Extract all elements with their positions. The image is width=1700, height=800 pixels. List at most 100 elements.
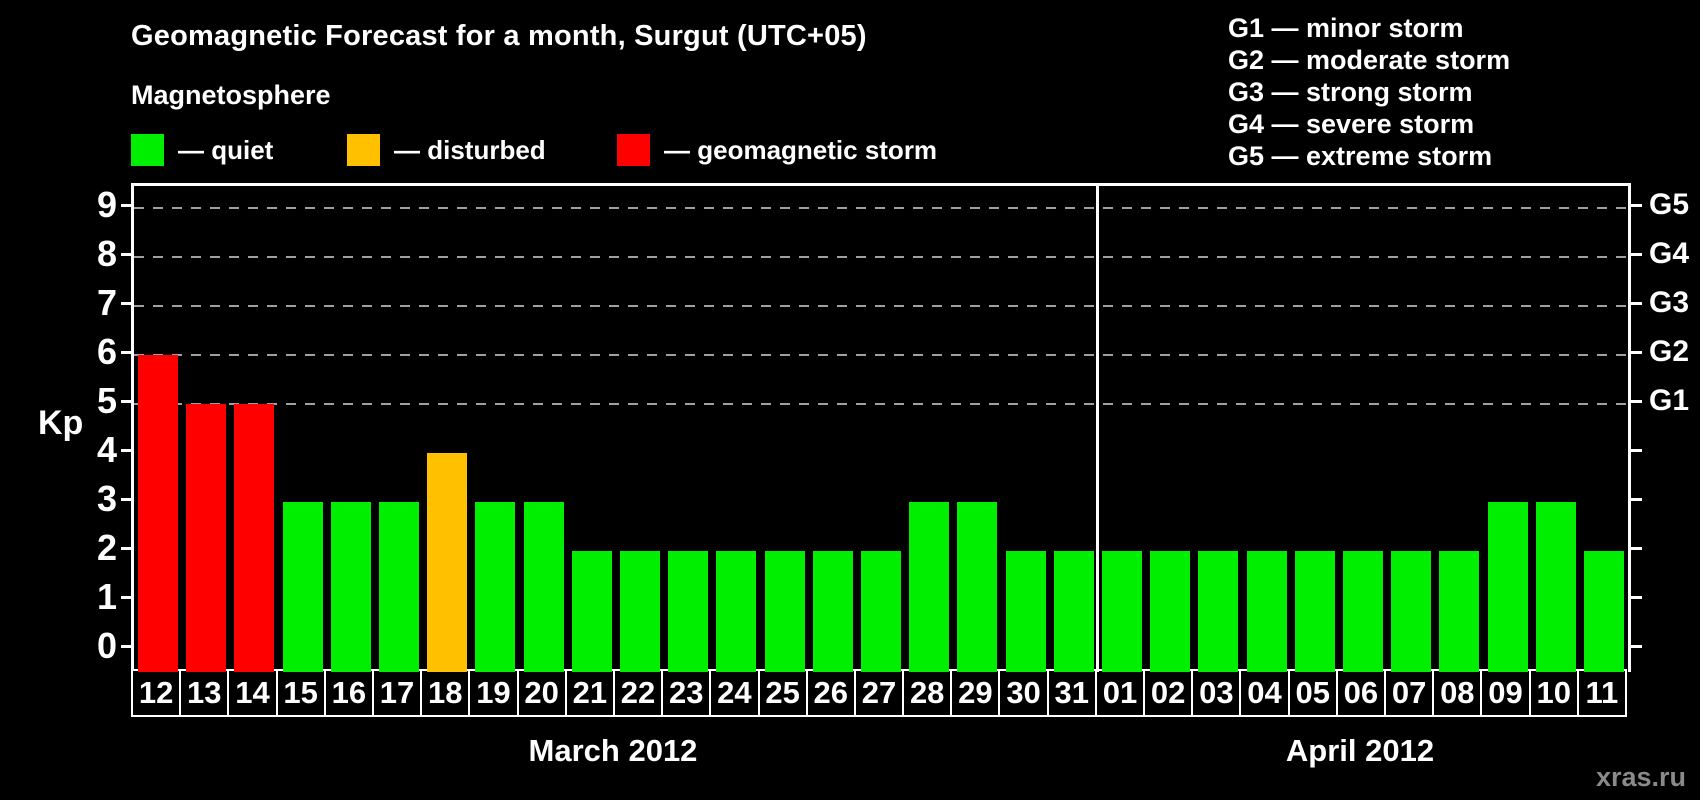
y-tick-mark-left-5 — [121, 400, 131, 403]
kp-bar-day-01 — [1101, 551, 1142, 672]
day-label-07: 07 — [1384, 669, 1435, 717]
day-label-10: 10 — [1528, 669, 1579, 717]
day-label-08: 08 — [1432, 669, 1483, 717]
day-label-21: 21 — [564, 669, 615, 717]
y-tick-label-0: 0 — [96, 625, 117, 666]
day-label-18: 18 — [420, 669, 471, 717]
g-axis-label-g2: G2 — [1649, 335, 1690, 368]
day-label-04: 04 — [1239, 669, 1290, 717]
kp-bar-day-15 — [282, 502, 323, 672]
quiet-color-swatch-icon — [131, 134, 164, 166]
day-label-05: 05 — [1287, 669, 1338, 717]
day-label-13: 13 — [179, 669, 230, 717]
kp-bar-day-11 — [1583, 551, 1624, 672]
y-tick-mark-right-0 — [1631, 645, 1642, 648]
kp-bar-day-14 — [234, 404, 275, 672]
day-label-22: 22 — [612, 669, 664, 717]
magnetosphere-heading: Magnetosphere — [131, 80, 331, 110]
y-tick-mark-right-4 — [1631, 449, 1642, 452]
kp-bar-day-06 — [1342, 551, 1383, 672]
kp-bar-day-25 — [764, 551, 805, 672]
day-label-20: 20 — [516, 669, 567, 717]
y-tick-label-8: 8 — [96, 233, 117, 274]
day-label-17: 17 — [371, 669, 423, 717]
day-label-11: 11 — [1576, 669, 1627, 717]
y-tick-mark-left-2 — [121, 547, 131, 550]
kp-bar-day-27 — [861, 551, 901, 672]
kp-bar-day-12 — [138, 355, 179, 672]
kp-bar-day-02 — [1150, 551, 1191, 672]
day-label-25: 25 — [757, 669, 808, 717]
day-label-30: 30 — [998, 669, 1049, 717]
kp-bar-day-23 — [668, 551, 709, 672]
kp-bar-day-07 — [1391, 551, 1432, 672]
kp-bar-day-05 — [1294, 551, 1335, 672]
y-tick-mark-left-6 — [121, 351, 131, 354]
kp-bar-day-30 — [1005, 551, 1046, 672]
y-tick-mark-right-7 — [1631, 302, 1642, 305]
y-tick-mark-right-8 — [1631, 253, 1642, 256]
day-label-27: 27 — [853, 669, 905, 717]
y-axis-title: Kp — [38, 404, 84, 442]
y-tick-mark-left-9 — [121, 204, 131, 207]
day-label-16: 16 — [323, 669, 374, 717]
g-legend-line-5: G5 — extreme storm — [1228, 141, 1493, 171]
g-scale-legend: G1 — minor storm G2 — moderate storm G3 — … — [1228, 12, 1510, 172]
storm-color-swatch-icon — [617, 134, 650, 166]
kp-bar-day-09 — [1487, 502, 1528, 672]
gridline-kp-6 — [134, 354, 1628, 356]
day-label-06: 06 — [1335, 669, 1387, 717]
g-legend-line-1: G1 — minor storm — [1228, 13, 1464, 43]
y-tick-mark-right-9 — [1631, 204, 1642, 207]
kp-bar-day-08 — [1439, 551, 1480, 672]
y-tick-mark-left-8 — [121, 253, 131, 256]
month-label-march: March 2012 — [528, 733, 698, 768]
kp-bar-day-26 — [812, 551, 853, 672]
kp-bar-day-03 — [1198, 551, 1239, 672]
kp-bar-day-20 — [523, 502, 564, 672]
y-tick-mark-left-3 — [121, 498, 131, 501]
y-tick-mark-left-7 — [121, 302, 131, 305]
gridline-kp-7 — [134, 305, 1628, 307]
kp-bar-day-04 — [1246, 551, 1287, 672]
day-label-19: 19 — [468, 669, 519, 717]
legend-item-disturbed: — disturbed — [347, 132, 546, 168]
y-tick-mark-right-2 — [1631, 547, 1642, 550]
month-label-april: April 2012 — [1285, 733, 1435, 768]
y-tick-label-7: 7 — [96, 282, 117, 323]
plot-area — [131, 183, 1631, 672]
kp-bar-day-24 — [716, 551, 757, 672]
kp-bar-day-17 — [379, 502, 420, 672]
legend-label-quiet: — quiet — [178, 134, 274, 165]
day-label-01: 01 — [1094, 669, 1146, 717]
g-axis-label-g3: G3 — [1649, 286, 1690, 319]
day-label-03: 03 — [1191, 669, 1242, 717]
day-label-29: 29 — [950, 669, 1001, 717]
y-tick-mark-right-6 — [1631, 351, 1642, 354]
legend-item-storm: — geomagnetic storm — [617, 132, 937, 168]
kp-bar-day-10 — [1535, 502, 1576, 672]
kp-bar-day-28 — [909, 502, 950, 672]
legend-label-disturbed: — disturbed — [394, 134, 546, 165]
y-tick-mark-left-0 — [121, 645, 131, 648]
day-label-14: 14 — [227, 669, 278, 717]
day-label-12: 12 — [131, 669, 182, 717]
g-legend-line-3: G3 — strong storm — [1228, 77, 1473, 107]
y-tick-mark-right-3 — [1631, 498, 1642, 501]
day-label-26: 26 — [805, 669, 856, 717]
day-label-15: 15 — [275, 669, 326, 717]
kp-bar-day-29 — [957, 502, 998, 672]
y-tick-label-2: 2 — [96, 527, 117, 568]
y-tick-label-5: 5 — [96, 380, 117, 421]
y-tick-mark-right-1 — [1631, 596, 1642, 599]
y-tick-label-9: 9 — [96, 184, 117, 225]
g-axis-label-g5: G5 — [1649, 188, 1690, 221]
month-separator-line — [1096, 186, 1100, 672]
g-legend-line-2: G2 — moderate storm — [1228, 45, 1511, 75]
day-label-31: 31 — [1046, 669, 1097, 717]
x-axis-day-row: 12 13 14 15 16 17 18 19 20 21 22 23 24 25 26 27 28 29 30 31… — [131, 669, 1631, 717]
day-label-23: 23 — [661, 669, 712, 717]
day-label-28: 28 — [902, 669, 953, 717]
gridline-kp-5 — [134, 403, 1628, 405]
